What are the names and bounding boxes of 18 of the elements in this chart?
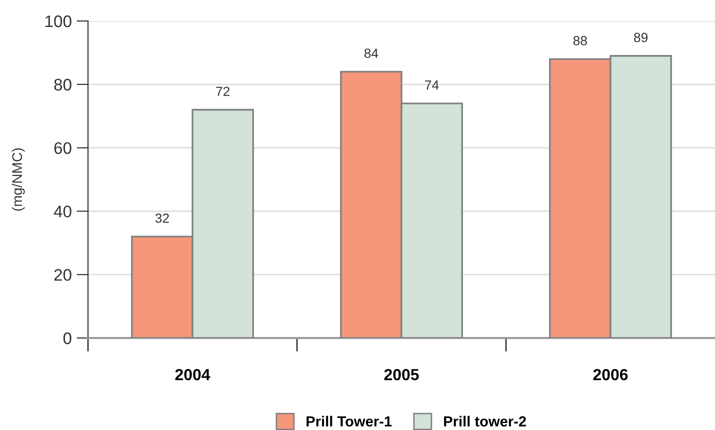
y-tick-label: 40	[54, 206, 72, 218]
x-tick-label: 2004	[175, 368, 210, 380]
y-tick-label: 100	[45, 15, 72, 28]
data-label: 88	[573, 36, 587, 46]
y-tick-label: 20	[54, 269, 72, 281]
y-tick-label: 0	[63, 332, 72, 344]
legend-label: Prill Tower-1	[306, 416, 392, 427]
x-tick-label: 2005	[384, 368, 419, 380]
data-label: 72	[216, 86, 230, 96]
y-tick-label: 60	[54, 142, 72, 154]
y-axis-title: (mg/NMC)	[12, 148, 25, 211]
data-label: 32	[155, 214, 169, 223]
data-label: 89	[634, 32, 648, 42]
data-label: 84	[364, 48, 378, 58]
x-tick-label: 2006	[593, 368, 628, 380]
data-label: 74	[425, 80, 439, 90]
y-tick-label: 80	[54, 78, 72, 91]
legend-label: Prill tower-2	[444, 416, 526, 427]
